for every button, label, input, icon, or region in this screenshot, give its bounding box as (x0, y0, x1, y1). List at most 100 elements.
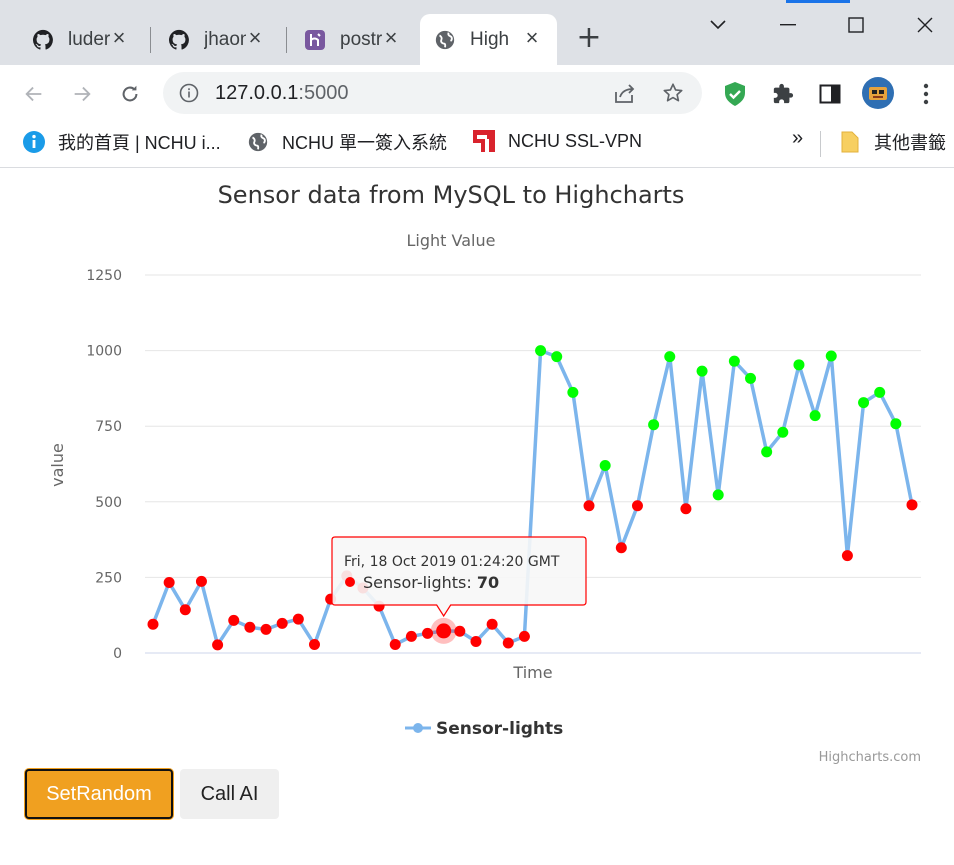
back-button[interactable] (19, 79, 49, 109)
bookmark-star-icon[interactable] (662, 82, 684, 108)
tab-highcharts[interactable]: High × (420, 14, 557, 65)
data-point[interactable] (761, 446, 773, 458)
browser-toolbar: 127.0.0.1:5000 (0, 65, 954, 121)
data-point[interactable] (551, 351, 563, 363)
share-icon[interactable] (613, 82, 637, 108)
other-bookmarks-folder[interactable]: 其他書籤 (838, 129, 946, 155)
data-point[interactable] (436, 623, 452, 639)
data-point[interactable] (809, 410, 821, 422)
github-icon (32, 29, 54, 51)
tab-strip: luder × jhaon × postr × High × + (0, 0, 954, 65)
tab-jhaon[interactable]: jhaon × (154, 14, 280, 65)
forward-button[interactable] (67, 79, 97, 109)
data-point[interactable] (648, 419, 660, 431)
bookmark-nchu-sso[interactable]: NCHU 單一簽入系統 (246, 129, 447, 155)
data-point[interactable] (631, 500, 643, 512)
minimize-button[interactable] (773, 10, 803, 40)
data-point[interactable] (179, 604, 191, 616)
data-point[interactable] (389, 639, 401, 651)
reload-icon (122, 85, 138, 102)
set-random-button[interactable]: SetRandom (25, 769, 173, 819)
data-point[interactable] (841, 550, 853, 562)
more-bookmarks-button[interactable]: » (792, 127, 803, 150)
vpn-icon (472, 129, 496, 153)
data-point[interactable] (454, 625, 466, 637)
bookmark-label: NCHU SSL-VPN (508, 130, 643, 151)
data-point[interactable] (615, 542, 627, 554)
profile-avatar[interactable] (861, 76, 895, 110)
extensions-button[interactable] (768, 79, 798, 109)
tooltip-box (331, 536, 587, 618)
browser-menu-button[interactable] (911, 79, 941, 109)
data-point[interactable] (874, 386, 886, 398)
data-point[interactable] (664, 351, 676, 363)
github-icon (168, 29, 190, 51)
maximize-button[interactable] (841, 10, 871, 40)
data-point[interactable] (486, 618, 498, 630)
data-point[interactable] (680, 503, 692, 515)
puzzle-icon (773, 83, 794, 104)
data-point[interactable] (890, 418, 902, 430)
bookmark-nchu-vpn[interactable]: NCHU SSL-VPN (472, 129, 642, 153)
data-point[interactable] (276, 617, 288, 629)
tab-luder[interactable]: luder × (18, 14, 144, 65)
call-ai-button[interactable]: Call AI (180, 769, 279, 819)
data-point[interactable] (470, 636, 482, 648)
highcharts-credits[interactable]: Highcharts.com (819, 750, 921, 765)
tab-search-button[interactable] (703, 10, 733, 40)
close-icon[interactable]: × (112, 25, 126, 50)
globe-icon (246, 130, 270, 154)
legend-label: Sensor-lights (436, 719, 563, 739)
data-point[interactable] (825, 350, 837, 362)
info-icon[interactable] (179, 83, 199, 107)
data-point[interactable] (518, 630, 530, 642)
data-point[interactable] (745, 372, 757, 384)
side-panel-button[interactable] (815, 79, 845, 109)
reload-button[interactable] (115, 79, 145, 109)
y-axis-labels: 0 250 500 750 1000 1250 (86, 268, 122, 662)
close-window-button[interactable] (910, 10, 940, 40)
data-point[interactable] (195, 575, 207, 587)
window-accent (786, 0, 850, 3)
info-icon (22, 130, 46, 154)
data-point[interactable] (858, 397, 870, 409)
data-point[interactable] (502, 637, 514, 649)
y-tick-label: 0 (113, 646, 122, 662)
close-icon[interactable]: × (384, 25, 398, 50)
close-icon[interactable]: × (525, 25, 539, 50)
data-point[interactable] (535, 345, 547, 357)
data-point[interactable] (599, 460, 611, 472)
extension-shield-button[interactable] (720, 79, 750, 109)
data-point[interactable] (583, 500, 595, 512)
data-point[interactable] (422, 627, 434, 639)
chevron-down-icon (710, 20, 726, 30)
data-point[interactable] (567, 386, 579, 398)
data-point[interactable] (147, 618, 159, 630)
legend-item-sensor-lights[interactable]: Sensor-lights (405, 719, 563, 739)
data-point[interactable] (906, 499, 918, 511)
data-point[interactable] (696, 365, 708, 377)
data-point[interactable] (260, 623, 272, 635)
data-point[interactable] (244, 621, 256, 633)
data-point[interactable] (228, 614, 240, 626)
bookmark-nchu-home[interactable]: 我的首頁 | NCHU i... (22, 129, 221, 155)
data-point[interactable] (308, 639, 320, 651)
data-point[interactable] (777, 426, 789, 438)
url-host: 127.0.0.1 (215, 82, 299, 104)
heroku-icon (304, 29, 326, 51)
minimize-icon (780, 24, 796, 26)
tab-postr[interactable]: postr × (290, 14, 416, 65)
bookmarks-divider (820, 131, 821, 157)
data-point[interactable] (292, 613, 304, 625)
close-icon[interactable]: × (248, 25, 262, 50)
data-point[interactable] (728, 355, 740, 367)
data-point[interactable] (212, 639, 224, 651)
data-point[interactable] (793, 359, 805, 371)
bookmark-label: 我的首頁 | NCHU i... (58, 133, 221, 153)
tab-separator (150, 27, 151, 53)
address-bar[interactable]: 127.0.0.1:5000 (163, 72, 702, 114)
new-tab-button[interactable]: + (576, 20, 602, 55)
data-point[interactable] (405, 630, 417, 642)
data-point[interactable] (163, 577, 175, 589)
data-point[interactable] (712, 489, 724, 501)
